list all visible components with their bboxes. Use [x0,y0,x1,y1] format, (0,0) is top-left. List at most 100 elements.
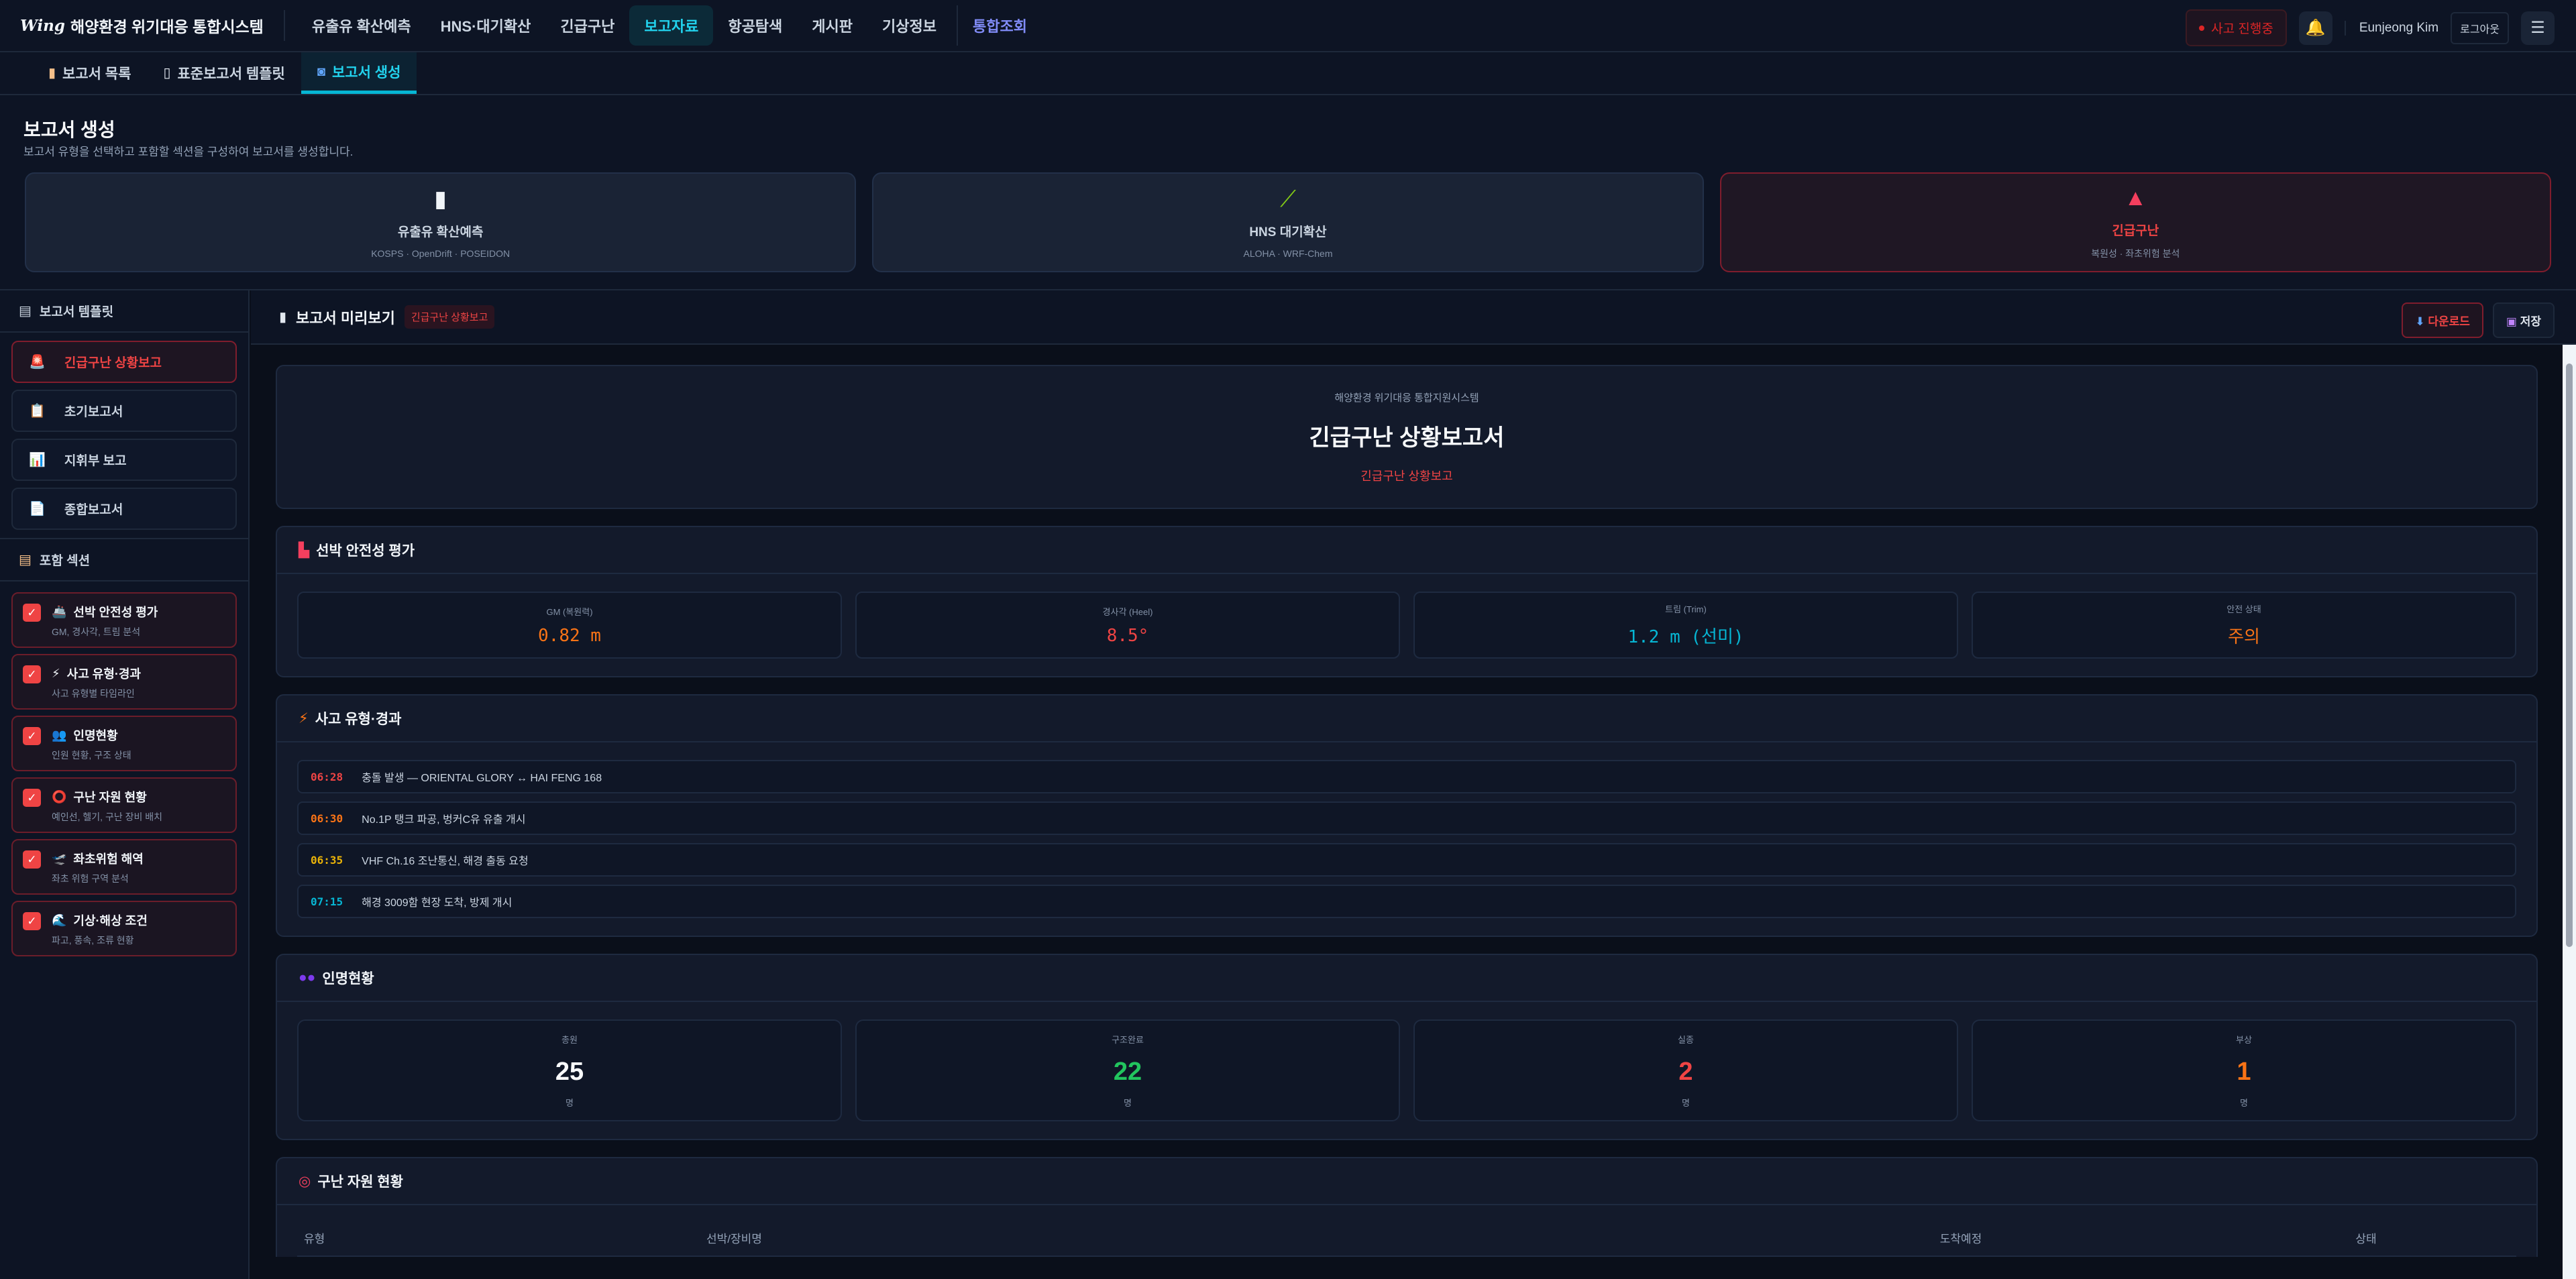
nav-item-5[interactable]: 게시판 [812,18,853,35]
section-label: 👥 인명현황 [52,726,118,744]
stat-unit: 명 [2240,1097,2248,1108]
nav-item-6[interactable]: 기상정보 [882,18,936,35]
checkbox[interactable]: ✓ [23,850,41,869]
scrollbar-thumb[interactable] [2566,364,2573,947]
sections-title: 포함 섹션 [39,554,91,568]
section-item[interactable]: ✓ 🌊 기상·해상 조건 파고, 풍속, 조류 현황 [11,901,237,956]
section-stability: ▙ 선박 안전성 평가 GM (복원력) 0.82 m 경사각 (Heel) 8.5° 트… [276,526,2538,677]
section-name: 인명현황 [73,729,118,742]
ship-icon: ▙ [299,542,310,558]
checkbox[interactable]: ✓ [23,789,41,807]
tab-standard-templates[interactable]: ▯ 표준보고서 템플릿 [147,52,301,94]
preview-title: 보고서 미리보기 [296,309,395,327]
event-text: VHF Ch.16 조난통신, 해경 출동 요청 [362,856,529,867]
stability-card: 안전 상태 주의 [1972,592,2516,659]
incident-status-badge[interactable]: 사고 진행중 [2186,9,2287,46]
section-item[interactable]: ✓ 🛫 좌초위험 해역 좌초 위험 구역 분석 [11,839,237,895]
menu-button[interactable]: ☰ [2521,11,2555,45]
checkbox[interactable]: ✓ [23,912,41,930]
type-card-oil-spill[interactable]: ▮ 유출유 확산예측 KOSPS · OpenDrift · POSEIDON [25,172,857,272]
nav-item-3[interactable]: 보고자료 [629,5,714,46]
template-label: 긴급구난 상황보고 [64,356,162,370]
person-stat-card: 총원 25 명 [297,1019,842,1121]
template-item[interactable]: 📄 종합보고서 [11,488,237,530]
template-icon: 📊 [29,452,46,467]
section-persons: ●● 인명현황 총원 25 명 구조완료 22 명 실종 2 명 부상 1 명 [276,954,2538,1140]
checkbox[interactable]: ✓ [23,727,41,745]
checkbox[interactable]: ✓ [23,665,41,683]
type-card-rescue[interactable]: ▲ 긴급구난 복원성 · 좌초위험 분석 [1719,172,2551,272]
nav-item-0[interactable]: 유출유 확산예측 [311,18,411,35]
scrollbar[interactable] [2563,345,2576,1279]
test-tube-icon: ⟋ [1280,186,1296,212]
section-desc: 인원 현황, 구조 상태 [52,750,131,761]
section-desc: 파고, 풍속, 조류 현황 [52,935,134,946]
section-item[interactable]: ✓ ⚡ 사고 유형·경과 사고 유형별 타임라인 [11,654,237,710]
column-header: 도착예정 [1939,1233,1982,1245]
tab-report-create[interactable]: ◙ 보고서 생성 [301,52,417,94]
section-icon: ⭕ [52,789,67,803]
tab-label: 보고서 생성 [331,64,401,80]
template-item[interactable]: 📊 지휘부 보고 [11,439,237,481]
app-logo[interactable]: Wing 해양환경 위기대응 통합시스템 [0,10,285,41]
event-time: 06:28 [311,770,343,783]
template-icon: 📄 [29,501,46,516]
card-sub: KOSPS · OpenDrift · POSEIDON [371,248,511,259]
tab-report-list[interactable]: ▮ 보고서 목록 [32,52,147,94]
section-name: 사고 유형·경과 [66,667,141,681]
template-icon: 🚨 [29,354,46,370]
section-resources: ◎ 구난 자원 현황 유형 선박/장비명 도착예정 상태 [276,1157,2538,1257]
stat-label: 트림 (Trim) [1665,604,1707,614]
refresh-icon: ◙ [317,64,325,79]
stat-unit: 명 [1682,1097,1690,1108]
document-icon: ▤ [19,303,32,319]
hamburger-icon: ☰ [2530,19,2545,37]
timeline-row: 06:28 충돌 발생 — ORIENTAL GLORY ↔ HAI FENG 1… [297,760,2516,793]
doc-title-box: 해양환경 위기대응 통합지원시스템 긴급구난 상황보고서 긴급구난 상황보고 [276,365,2538,509]
lightning-icon: ⚡ [299,710,309,726]
timeline-row: 07:15 해경 3009함 현장 도착, 방제 개시 [297,885,2516,918]
nav-item-2[interactable]: 긴급구난 [560,18,615,35]
save-button[interactable]: ▣ 저장 [2492,302,2555,338]
section-icon: 👥 [52,728,67,742]
section-title: 사고 유형·경과 [315,712,402,727]
section-item[interactable]: ✓ 🚢 선박 안전성 평가 GM, 경사각, 트림 분석 [11,592,237,648]
stat-label: 부상 [2236,1034,2252,1045]
template-label: 초기보고서 [64,405,123,419]
clipboard-icon: ▤ [19,552,32,567]
nav-item-4[interactable]: 항공탐색 [728,18,783,35]
type-card-hns[interactable]: ⟋ HNS 대기확산 ALOHA · WRF-Chem [872,172,1704,272]
section-desc: 좌초 위험 구역 분석 [52,873,129,884]
tab-label: 보고서 목록 [62,66,131,82]
template-label: 지휘부 보고 [64,454,127,468]
logout-button[interactable]: 로그아웃 [2451,11,2509,44]
person-stat-card: 실종 2 명 [1413,1019,1958,1121]
section-name: 선박 안전성 평가 [73,606,158,619]
download-button[interactable]: ⬇ 다운로드 [2402,302,2483,338]
floppy-icon: ▣ [2506,315,2520,328]
save-label: 저장 [2520,315,2541,328]
template-label: 종합보고서 [64,503,123,517]
logo-mark: Wing [20,16,65,35]
event-time: 06:35 [311,853,343,867]
section-item[interactable]: ✓ ⭕ 구난 자원 현황 예인선, 헬기, 구난 장비 배치 [11,777,237,833]
event-text: 해경 3009함 현장 도착, 방제 개시 [362,897,513,909]
section-timeline: ⚡ 사고 유형·경과 06:28 충돌 발생 — ORIENTAL GLORY ↔ … [276,694,2538,937]
nav-item-1[interactable]: HNS·대기확산 [440,18,531,35]
stat-label: 구조완료 [1112,1034,1144,1045]
stat-value: 1 [2237,1057,2251,1086]
template-item[interactable]: 🚨 긴급구난 상황보고 [11,341,237,383]
template-item[interactable]: 📋 초기보고서 [11,390,237,432]
notifications-button[interactable]: 🔔 [2298,11,2332,45]
section-name: 구난 자원 현황 [73,791,147,804]
bell-icon: 🔔 [2305,19,2326,37]
stat-value: 0.82 m [538,625,601,646]
nav-item-7[interactable]: 통합조회 [957,5,1042,46]
section-icon: ⚡ [52,666,60,680]
card-label: 유출유 확산예측 [397,225,484,239]
checkbox[interactable]: ✓ [23,604,41,622]
tab-label: 표준보고서 템플릿 [177,66,285,82]
report-preview: ▮ 보고서 미리보기 긴급구난 상황보고 ⬇ 다운로드 ▣ 저장 해양환경 위기… [251,290,2576,1279]
stat-value: 22 [1113,1057,1142,1086]
